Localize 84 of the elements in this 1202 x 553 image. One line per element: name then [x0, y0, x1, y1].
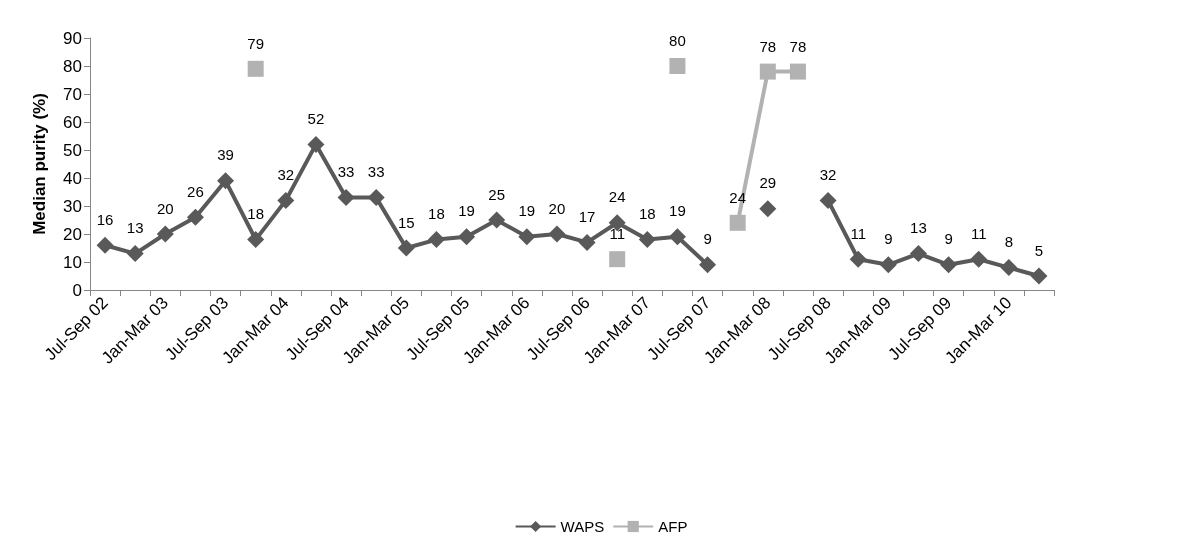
point [759, 63, 776, 80]
point [518, 228, 536, 246]
point [217, 172, 235, 190]
legend-label: AFP [658, 518, 688, 535]
data-label: 19 [669, 202, 686, 220]
data-label: 11 [970, 224, 987, 242]
data-label: 16 [96, 210, 114, 228]
data-label: 17 [578, 207, 596, 225]
point [247, 60, 264, 77]
data-label: 20 [548, 199, 566, 217]
point [729, 214, 746, 231]
point [669, 58, 686, 74]
data-label: 26 [187, 182, 204, 200]
point [970, 250, 988, 268]
point [277, 191, 295, 209]
point [96, 236, 114, 254]
data-label: 18 [428, 205, 445, 223]
point [909, 245, 927, 263]
data-label: 15 [397, 213, 415, 231]
data-label: 20 [156, 199, 174, 217]
y-tick-label: 20 [63, 224, 82, 244]
data-label: 19 [518, 202, 536, 220]
data-label: 9 [884, 230, 893, 248]
data-label: 9 [703, 230, 712, 248]
data-label: 32 [819, 165, 837, 183]
point [940, 256, 958, 274]
y-tick-label: 80 [63, 56, 82, 76]
point [247, 231, 265, 249]
data-label: 52 [307, 109, 325, 127]
data-label: 8 [1004, 233, 1013, 251]
y-tick-label: 50 [63, 140, 82, 160]
point [578, 233, 596, 251]
data-label: 79 [247, 34, 265, 52]
data-label: 32 [277, 165, 295, 183]
data-label: 19 [458, 202, 475, 220]
data-label: 24 [729, 188, 747, 206]
data-label: 33 [337, 163, 355, 181]
data-label: 78 [759, 37, 777, 55]
data-label: 18 [638, 205, 656, 223]
data-label: 78 [789, 37, 807, 55]
point [548, 225, 566, 243]
y-axis-title: Median purity (%) [30, 93, 49, 235]
data-label: 13 [126, 219, 144, 237]
point [819, 191, 837, 209]
point [156, 225, 174, 243]
point [1000, 259, 1018, 277]
data-label: 25 [488, 185, 506, 203]
point [427, 231, 445, 249]
point [397, 239, 415, 257]
data-label: 24 [608, 188, 626, 206]
point [879, 256, 897, 274]
point [638, 231, 656, 249]
y-tick-label: 30 [63, 196, 82, 216]
data-label: 11 [850, 224, 866, 242]
point [307, 135, 325, 153]
point [699, 256, 717, 274]
data-label: 39 [217, 146, 234, 164]
point [126, 245, 144, 263]
legend-label: WAPS [560, 518, 605, 535]
data-label: 13 [910, 219, 927, 237]
y-tick-label: 60 [63, 112, 82, 132]
point [849, 250, 867, 268]
point [668, 228, 686, 246]
y-tick-label: 10 [63, 252, 82, 272]
y-tick-label: 70 [63, 84, 82, 104]
data-label: 18 [247, 205, 265, 223]
y-tick-label: 90 [63, 28, 82, 48]
point [488, 211, 506, 229]
point [1030, 267, 1048, 285]
point [458, 228, 476, 246]
data-label: 5 [1034, 241, 1044, 259]
data-label: 9 [944, 230, 953, 248]
data-label: 11 [609, 225, 625, 243]
point [609, 251, 626, 268]
data-label: 80 [669, 32, 686, 49]
point [759, 200, 777, 218]
y-tick-label: 40 [63, 168, 82, 188]
data-label: 29 [759, 174, 777, 192]
point [789, 63, 806, 80]
point [337, 189, 355, 207]
y-tick-label: 0 [72, 280, 82, 300]
data-label: 33 [367, 163, 385, 181]
point [367, 189, 385, 207]
point [186, 208, 204, 226]
